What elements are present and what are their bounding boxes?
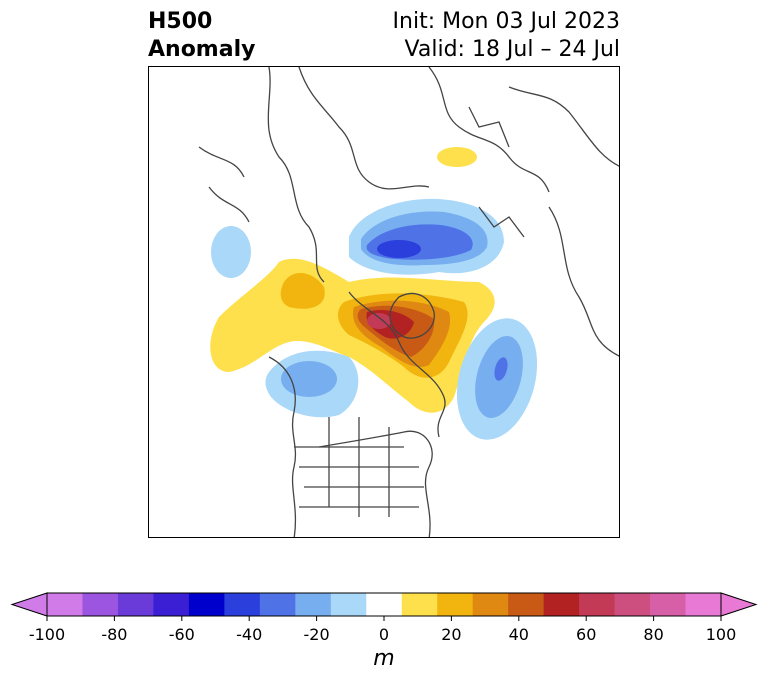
- negative-anomaly-atlantic-30: [494, 357, 508, 381]
- colorbar-tick-label: 40: [508, 625, 529, 644]
- colorbar-tick-label: 60: [576, 625, 597, 644]
- colorbar-extend-max: [720, 592, 758, 617]
- map-title: H500 Anomaly: [148, 8, 255, 64]
- colorbar-bin: [579, 593, 616, 616]
- colorbar-tick-label: 80: [643, 625, 664, 644]
- colorbar-tick-label: -100: [28, 625, 66, 644]
- colorbar-bin: [401, 593, 438, 616]
- colorbar-tick-label: 100: [705, 625, 737, 644]
- title-variable: H500: [148, 9, 213, 34]
- colorbar: [10, 592, 758, 621]
- colorbar-bin: [614, 593, 651, 616]
- colorbar-bin: [330, 593, 367, 616]
- colorbar-bin: [685, 593, 722, 616]
- coastlines: [198, 67, 619, 537]
- colorbar-extend-min: [10, 592, 48, 617]
- colorbar-bin: [366, 593, 403, 616]
- init-date: Init: Mon 03 Jul 2023: [392, 9, 620, 34]
- colorbar-tick-label: -40: [236, 625, 263, 644]
- title-field: Anomaly: [148, 37, 256, 62]
- negative-anomaly-pacific: [211, 226, 251, 278]
- negative-anomaly-40: [377, 240, 421, 258]
- colorbar-bin: [82, 593, 119, 616]
- colorbar-bin: [472, 593, 509, 616]
- colorbar-bin: [188, 593, 225, 616]
- colorbar-bin: [650, 593, 687, 616]
- colorbar-bin: [224, 593, 261, 616]
- map-date-info: Init: Mon 03 Jul 2023 Valid: 18 Jul – 24…: [393, 8, 620, 64]
- colorbar-bin: [508, 593, 545, 616]
- colorbar-tick-label: -80: [101, 625, 128, 644]
- valid-range: Valid: 18 Jul – 24 Jul: [404, 37, 620, 62]
- colorbar-bin: [295, 593, 332, 616]
- anomaly-map: [148, 66, 620, 538]
- colorbar-unit: m: [373, 646, 395, 671]
- colorbar-bin: [117, 593, 154, 616]
- colorbar-tick-label: 20: [441, 625, 462, 644]
- colorbar-bin: [47, 593, 83, 616]
- positive-anomaly-60: [367, 313, 391, 329]
- colorbar-bin: [437, 593, 474, 616]
- map-canvas: [149, 67, 619, 537]
- colorbar-bin: [543, 593, 580, 616]
- positive-anomaly-siberia: [437, 147, 477, 167]
- colorbar-tick-label: -60: [168, 625, 195, 644]
- positive-anomaly-20: [280, 272, 325, 309]
- colorbar-bin: [259, 593, 296, 616]
- colorbar-tick-label: -20: [303, 625, 330, 644]
- colorbar-bin: [153, 593, 190, 616]
- negative-anomaly-bc-20: [281, 361, 337, 397]
- anomaly-shading: [210, 147, 538, 440]
- colorbar-tick-label: 0: [378, 625, 390, 644]
